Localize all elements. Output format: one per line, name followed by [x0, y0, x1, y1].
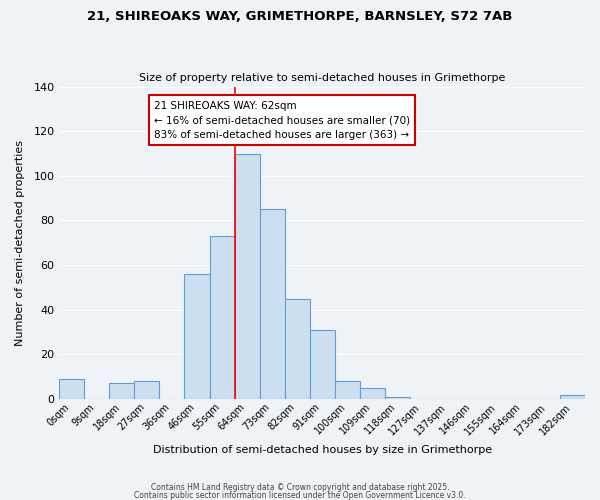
Text: Contains public sector information licensed under the Open Government Licence v3: Contains public sector information licen…: [134, 490, 466, 500]
Bar: [134, 381, 160, 399]
Bar: [209, 236, 235, 399]
Bar: [284, 298, 310, 399]
Bar: [335, 381, 360, 399]
Bar: [109, 384, 134, 399]
X-axis label: Distribution of semi-detached houses by size in Grimethorpe: Distribution of semi-detached houses by …: [152, 445, 492, 455]
Bar: [184, 274, 209, 399]
Bar: [310, 330, 335, 399]
Bar: [235, 154, 260, 399]
Text: Contains HM Land Registry data © Crown copyright and database right 2025.: Contains HM Land Registry data © Crown c…: [151, 484, 449, 492]
Bar: [560, 394, 585, 399]
Bar: [385, 396, 410, 399]
Y-axis label: Number of semi-detached properties: Number of semi-detached properties: [15, 140, 25, 346]
Text: 21, SHIREOAKS WAY, GRIMETHORPE, BARNSLEY, S72 7AB: 21, SHIREOAKS WAY, GRIMETHORPE, BARNSLEY…: [88, 10, 512, 23]
Bar: [59, 379, 85, 399]
Bar: [260, 210, 284, 399]
Bar: [360, 388, 385, 399]
Title: Size of property relative to semi-detached houses in Grimethorpe: Size of property relative to semi-detach…: [139, 73, 505, 83]
Text: 21 SHIREOAKS WAY: 62sqm
← 16% of semi-detached houses are smaller (70)
83% of se: 21 SHIREOAKS WAY: 62sqm ← 16% of semi-de…: [154, 100, 410, 140]
